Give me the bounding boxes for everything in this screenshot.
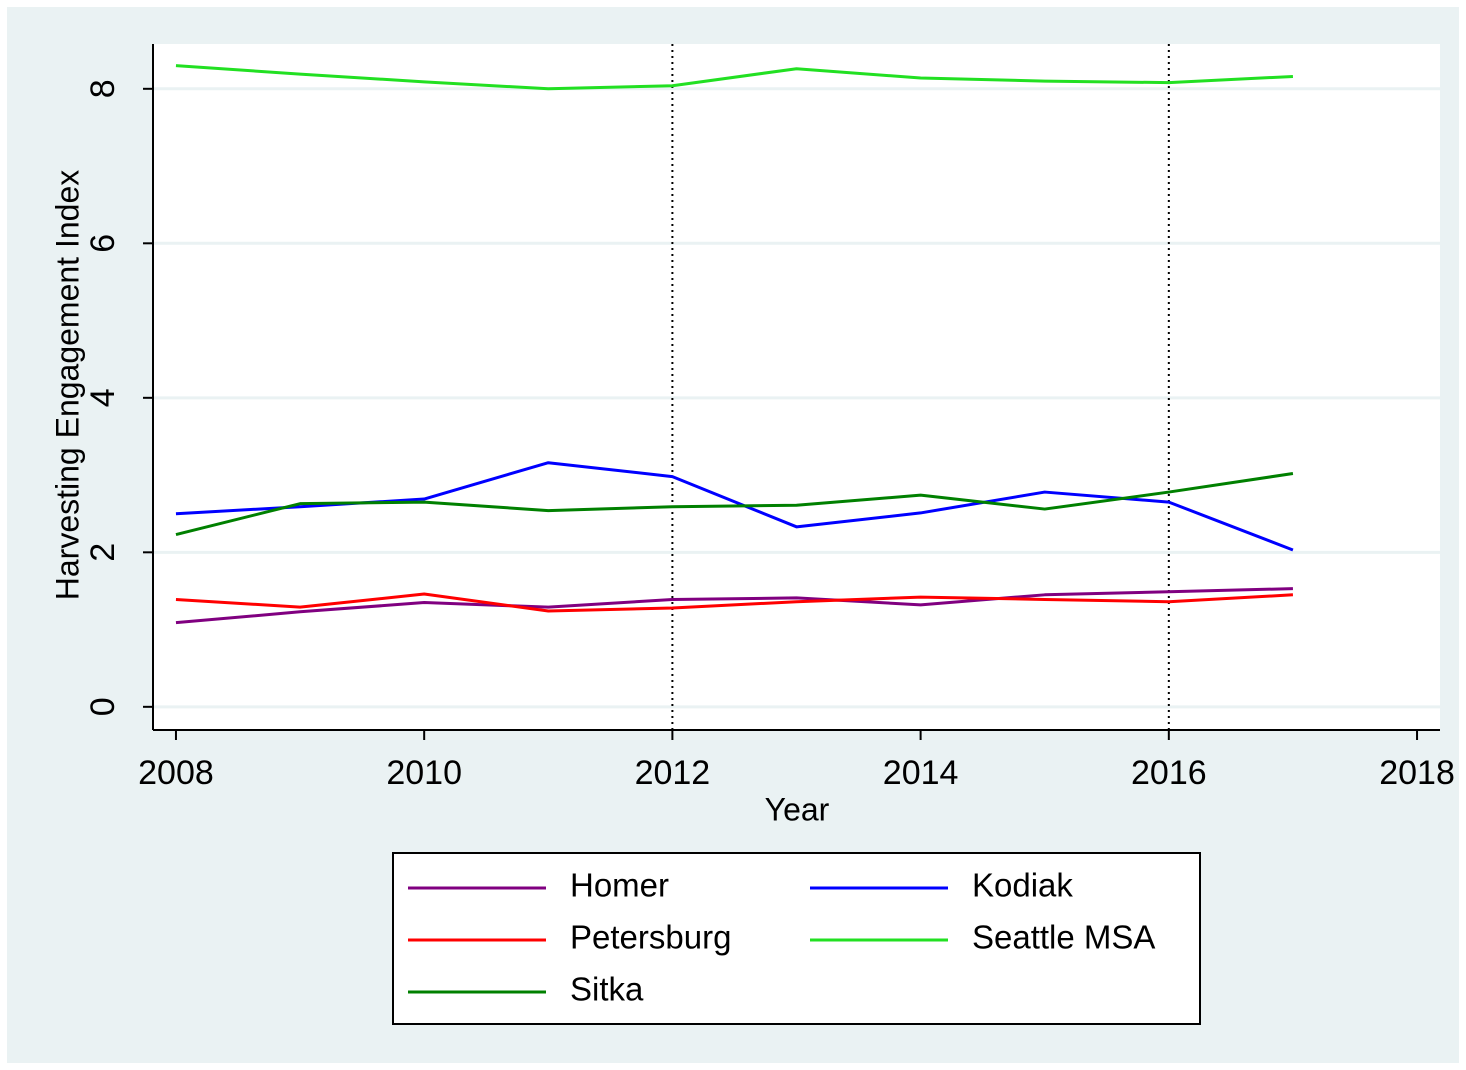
x-tick-label: 2012 — [635, 754, 711, 792]
x-axis-label: Year — [765, 791, 830, 827]
y-tick-label: 6 — [84, 234, 122, 253]
legend-label: Kodiak — [972, 867, 1073, 904]
legend-label: Seattle MSA — [972, 919, 1155, 956]
line — [175, 472, 1294, 537]
line — [175, 587, 1293, 625]
y-tick-label: 4 — [84, 388, 122, 407]
legend-label: Petersburg — [570, 919, 731, 956]
x-tick-label: 2014 — [883, 754, 959, 792]
line — [175, 64, 1294, 91]
y-tick-label: 2 — [84, 543, 122, 562]
y-tick-label: 0 — [84, 697, 122, 716]
x-tick-label: 2016 — [1131, 754, 1207, 792]
legend-label: Homer — [570, 867, 669, 904]
line — [175, 592, 1294, 613]
legend-label: Sitka — [570, 971, 644, 1008]
x-tick-label: 2010 — [386, 754, 462, 792]
x-tick-label: 2008 — [138, 754, 214, 792]
y-axis-label: Harvesting Engagement Index — [49, 170, 85, 600]
plot-area — [153, 44, 1440, 730]
y-tick-label: 8 — [84, 79, 122, 98]
x-tick-label: 2018 — [1379, 754, 1455, 792]
